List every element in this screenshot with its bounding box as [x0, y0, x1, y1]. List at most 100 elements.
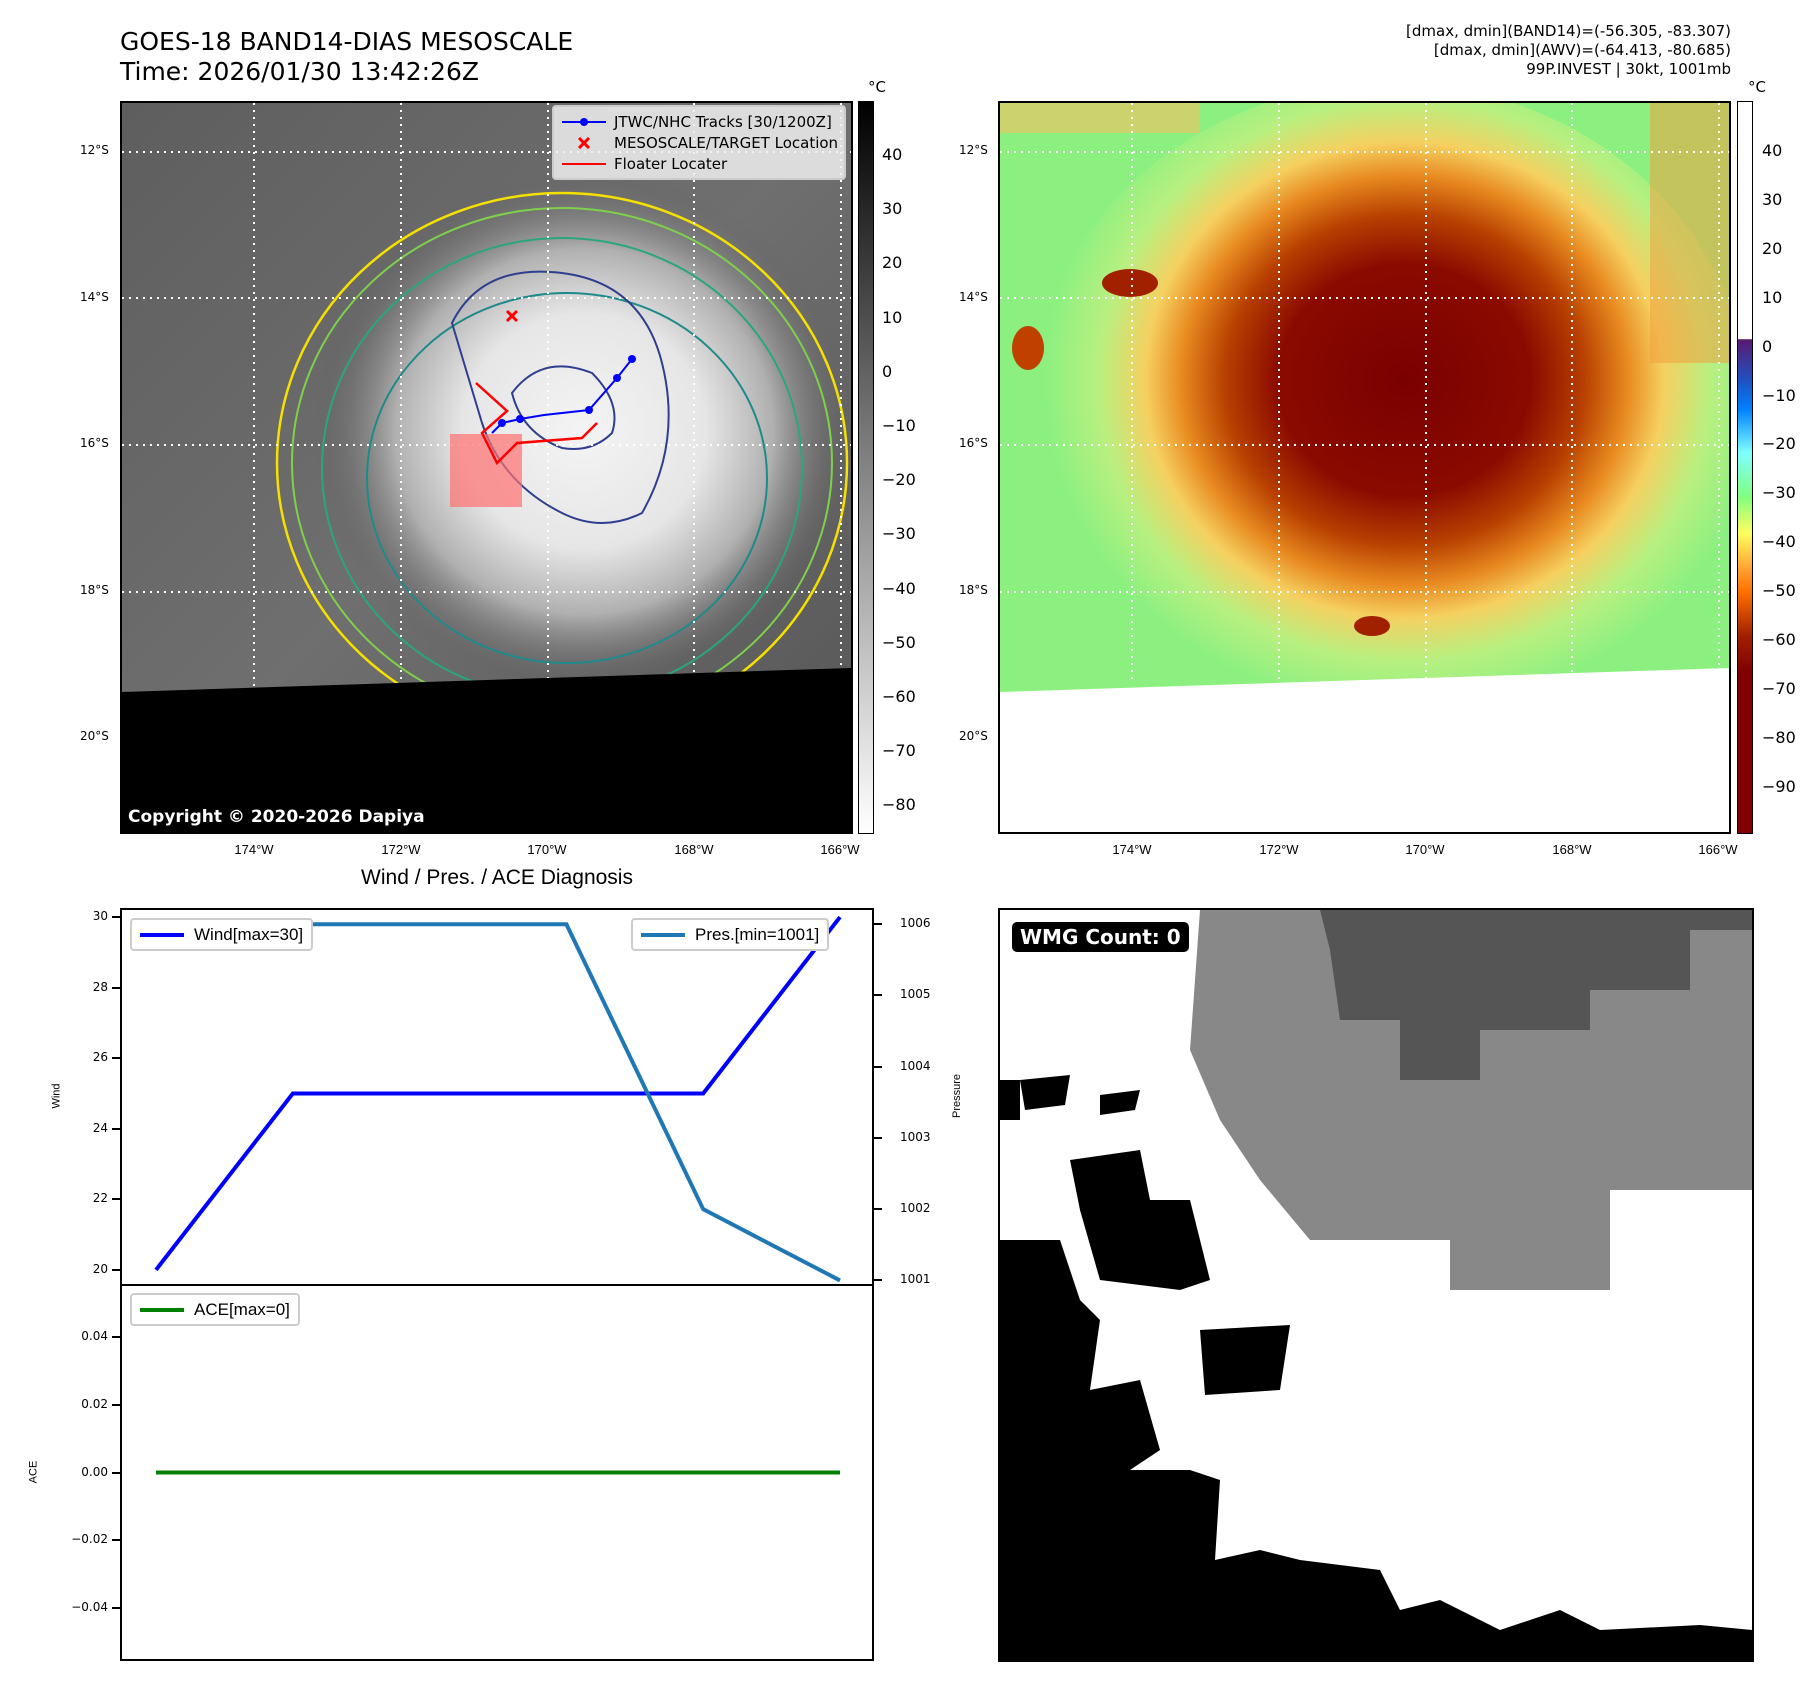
pres-legend: Pres.[min=1001] [631, 918, 829, 951]
figure-title: GOES-18 BAND14-DIAS MESOSCALE Time: 2026… [120, 27, 573, 87]
y-tick-mark [112, 1128, 120, 1130]
ace-legend: ACE[max=0] [130, 1293, 300, 1326]
legend-item-tracks: JTWC/NHC Tracks [30/1200Z] [562, 111, 836, 132]
y-tick-mark [112, 1404, 120, 1406]
y-tick-label: 1001 [900, 1272, 931, 1286]
lon-label: 172°W [381, 842, 420, 857]
colorbar-tick-label: −50 [882, 633, 916, 652]
ace-plot [120, 1284, 874, 1661]
y-tick-label: 20 [93, 1262, 108, 1276]
y-tick-mark [874, 1066, 882, 1068]
copyright-badge: Copyright © 2020-2026 Dapiya [122, 805, 431, 829]
y-tick-label: 1005 [900, 987, 931, 1001]
line-dot-icon [562, 117, 606, 127]
legend-item-target: MESOSCALE/TARGET Location [562, 132, 836, 153]
title-line-2: Time: 2026/01/30 13:42:26Z [120, 57, 573, 87]
colorbar-tick-label: −80 [1762, 728, 1796, 747]
pressure-ylabel: Pressure [951, 1074, 963, 1118]
colorbar-tick-label: 30 [1762, 190, 1782, 209]
colorbar-tick-label: −70 [1762, 679, 1796, 698]
lat-label: 16°S [80, 436, 109, 450]
colorbar-tick-label: −40 [882, 579, 916, 598]
y-tick-label: 26 [93, 1050, 108, 1064]
colorbar-tick-label: 20 [882, 253, 902, 272]
colorbar-tick-label: −80 [882, 795, 916, 814]
series-wind-line [156, 917, 840, 1270]
wind-legend-line-icon [140, 931, 184, 939]
colorbar-tick-label: −70 [882, 741, 916, 760]
pres-legend-line-icon [641, 931, 685, 939]
title-line-1: GOES-18 BAND14-DIAS MESOSCALE [120, 27, 573, 57]
lon-label: 166°W [820, 842, 859, 857]
colorbar-tick-label: 10 [882, 308, 902, 327]
y-tick-label: 30 [93, 909, 108, 923]
colorbar-tick-label: 30 [882, 199, 902, 218]
lon-label: 172°W [1259, 842, 1298, 857]
color-colorbar [1737, 101, 1753, 834]
y-tick-label: 1002 [900, 1201, 931, 1215]
ir-map-panel [120, 101, 853, 834]
y-tick-mark [112, 1539, 120, 1541]
lat-label: 18°S [80, 583, 109, 597]
colorbar-tick-label: 40 [1762, 141, 1782, 160]
y-tick-mark [112, 1472, 120, 1474]
lat-label: 16°S [959, 436, 988, 450]
y-tick-mark [874, 1279, 882, 1281]
diagnosis-title: Wind / Pres. / ACE Diagnosis [361, 866, 633, 890]
y-tick-mark [874, 1137, 882, 1139]
y-tick-mark [874, 994, 882, 996]
y-tick-label: 22 [93, 1191, 108, 1205]
wmg-image [1000, 910, 1752, 1660]
ir-map-legend: JTWC/NHC Tracks [30/1200Z] MESOSCALE/TAR… [552, 105, 846, 180]
y-tick-label: 0.02 [81, 1397, 108, 1411]
wmg-panel [998, 908, 1754, 1662]
x-marker-icon [562, 137, 606, 149]
wind-pres-plot [120, 908, 874, 1286]
gray-colorbar [858, 101, 874, 834]
colorbar-tick-label: −10 [1762, 386, 1796, 405]
floater-box [450, 434, 522, 507]
colorbar-tick-label: −10 [882, 416, 916, 435]
colorbar-tick-label: −20 [1762, 434, 1796, 453]
colorbar-tick-label: −30 [882, 524, 916, 543]
lon-label: 168°W [1552, 842, 1591, 857]
y-tick-mark [112, 987, 120, 989]
lon-label: 170°W [1405, 842, 1444, 857]
ace-ylabel: ACE [27, 1461, 39, 1484]
y-tick-label: 28 [93, 980, 108, 994]
y-tick-mark [112, 1336, 120, 1338]
colorbar-tick-label: 10 [1762, 288, 1782, 307]
legend-item-floater: Floater Locater [562, 153, 836, 174]
awv-map-panel [998, 101, 1731, 834]
info-awv-range: [dmax, dmin](AWV)=(-64.413, -80.685) [1406, 41, 1731, 60]
colorbar-tick-label: 0 [882, 362, 892, 381]
colorbar-tick-label: 20 [1762, 239, 1782, 258]
y-tick-label: 1006 [900, 916, 931, 930]
lat-label: 12°S [80, 143, 109, 157]
y-tick-label: 24 [93, 1121, 108, 1135]
y-tick-label: −0.02 [71, 1532, 108, 1546]
wind-pres-svg [122, 910, 872, 1284]
colorbar-tick-label: −60 [882, 687, 916, 706]
lon-label: 174°W [1112, 842, 1151, 857]
y-tick-mark [112, 1198, 120, 1200]
series-pres-line [156, 924, 840, 1280]
info-band14-range: [dmax, dmin](BAND14)=(-56.305, -83.307) [1406, 22, 1731, 41]
y-tick-mark [874, 1208, 882, 1210]
colorbar-tick-label: 40 [882, 145, 902, 164]
wind-legend: Wind[max=30] [130, 918, 313, 951]
lon-label: 168°W [674, 842, 713, 857]
ace-legend-line-icon [140, 1306, 184, 1314]
awv-no-data-region [1000, 668, 1729, 832]
colorbar-tick-label: −60 [1762, 630, 1796, 649]
gray-colorbar-unit: °C [868, 78, 886, 96]
lon-label: 170°W [527, 842, 566, 857]
colorbar-tick-label: −40 [1762, 532, 1796, 551]
lat-label: 20°S [959, 729, 988, 743]
y-tick-label: 0.04 [81, 1329, 108, 1343]
y-tick-mark [112, 1269, 120, 1271]
y-tick-label: −0.04 [71, 1600, 108, 1614]
y-tick-mark [112, 1607, 120, 1609]
wmg-count-badge: WMG Count: 0 [1012, 922, 1189, 952]
lat-label: 20°S [80, 729, 109, 743]
